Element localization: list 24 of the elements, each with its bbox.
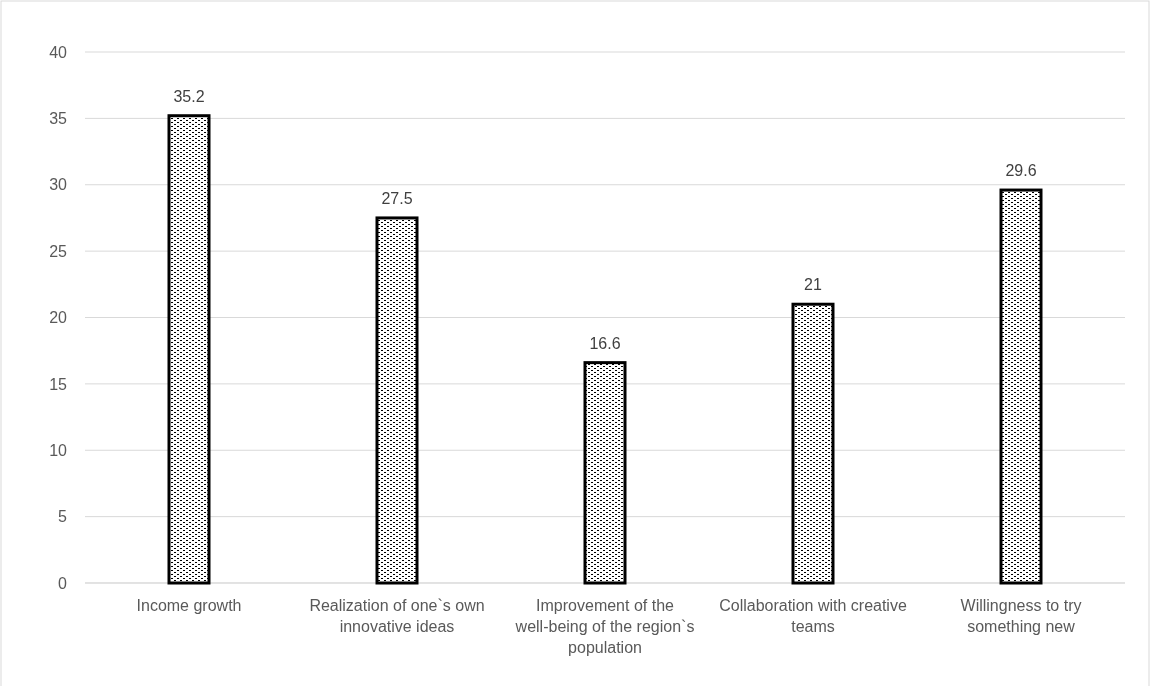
x-tick-label: Realization of one`s own innovative ideas	[309, 597, 485, 635]
y-tick-label: 5	[58, 508, 68, 526]
data-label: 21	[804, 276, 822, 294]
x-tick-label: Willingness to try something new	[960, 597, 1082, 635]
y-tick-label: 10	[49, 441, 68, 459]
x-tick-label: Improvement of the well-being of the region`s population	[514, 597, 695, 656]
data-label: 29.6	[1005, 162, 1037, 180]
y-tick-label: 0	[58, 574, 68, 592]
y-tick-label: 35	[49, 110, 68, 127]
bar	[375, 216, 419, 585]
y-tick-label: 25	[49, 242, 68, 260]
y-tick-label: 15	[49, 375, 68, 393]
y-tick-label: 20	[49, 309, 68, 327]
data-label: 35.2	[173, 87, 205, 105]
x-tick-label: Income growth	[136, 597, 242, 614]
x-tick-label: Collaboration with creative teams	[719, 597, 907, 635]
bar	[999, 188, 1043, 585]
bar	[167, 114, 211, 585]
data-label: 27.5	[381, 189, 413, 207]
bar	[583, 361, 627, 585]
data-label: 16.6	[589, 334, 621, 352]
y-tick-label: 40	[49, 43, 68, 61]
bar	[791, 302, 835, 585]
y-tick-label: 30	[49, 176, 68, 194]
